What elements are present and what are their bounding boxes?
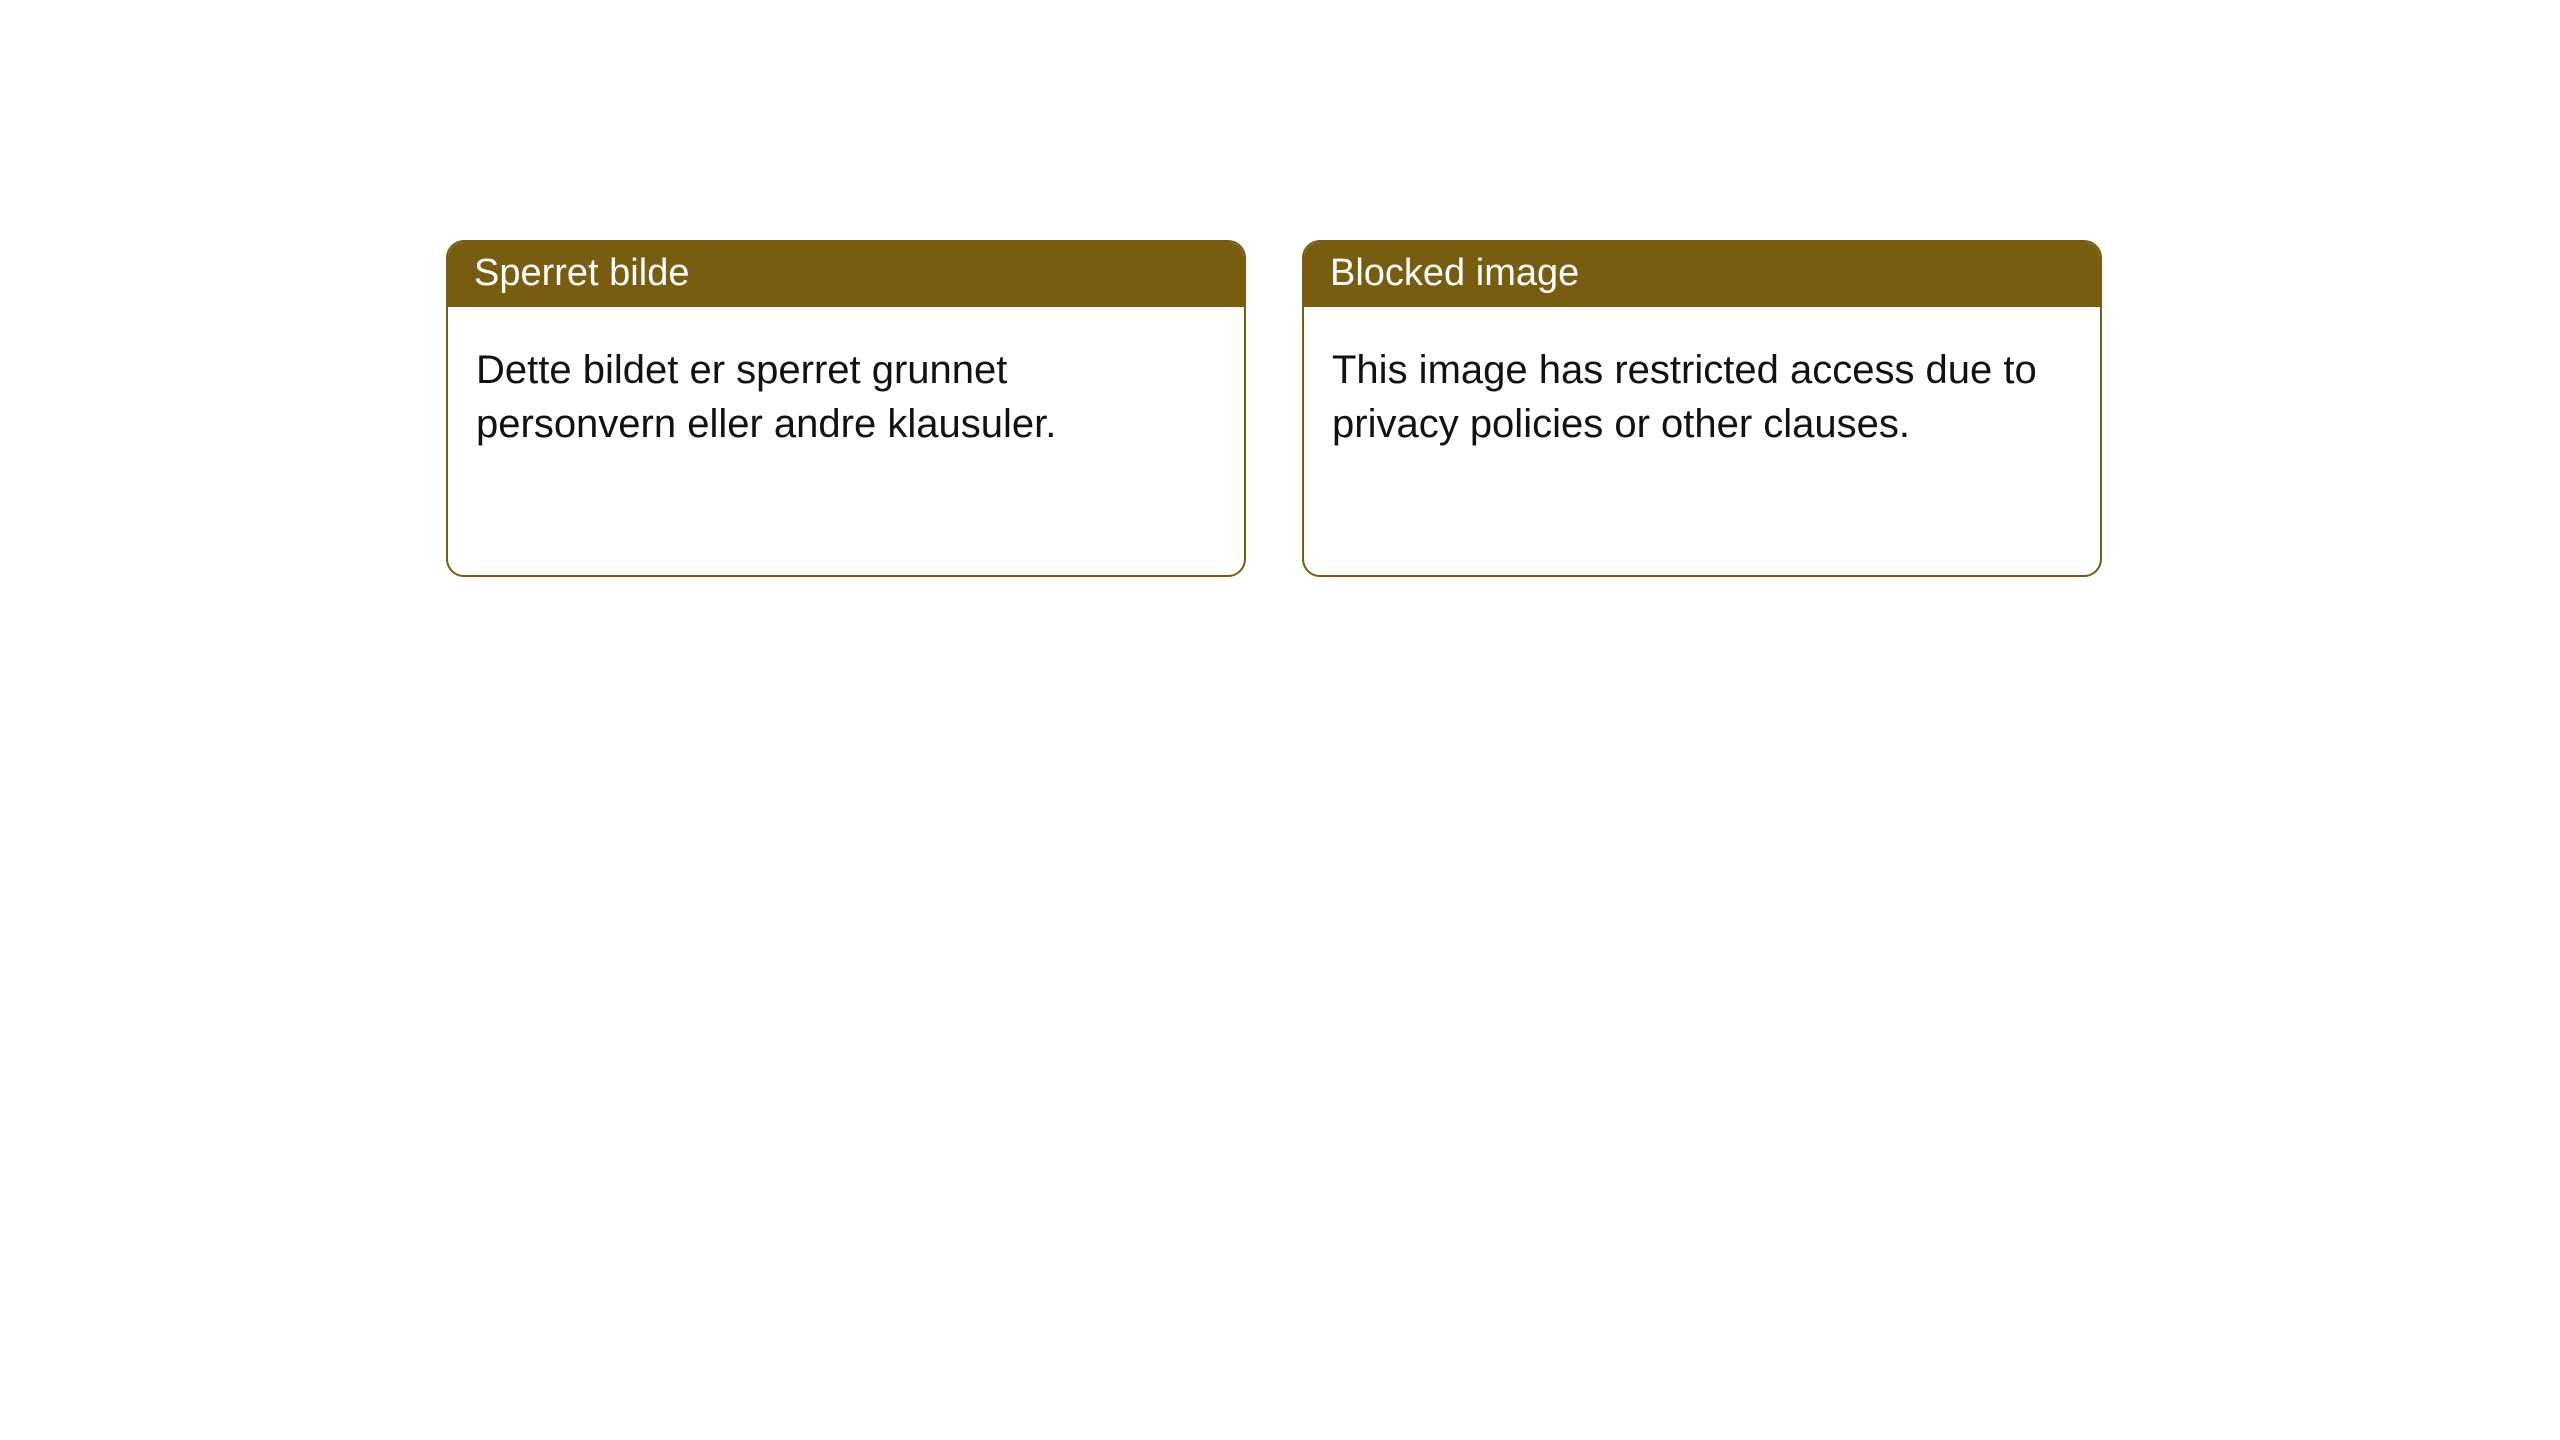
- notice-container: Sperret bilde Dette bildet er sperret gr…: [0, 0, 2560, 577]
- notice-title-norwegian: Sperret bilde: [448, 242, 1244, 307]
- notice-body-english: This image has restricted access due to …: [1304, 307, 2100, 575]
- notice-title-english: Blocked image: [1304, 242, 2100, 307]
- notice-body-norwegian: Dette bildet er sperret grunnet personve…: [448, 307, 1244, 575]
- notice-card-english: Blocked image This image has restricted …: [1302, 240, 2102, 577]
- notice-card-norwegian: Sperret bilde Dette bildet er sperret gr…: [446, 240, 1246, 577]
